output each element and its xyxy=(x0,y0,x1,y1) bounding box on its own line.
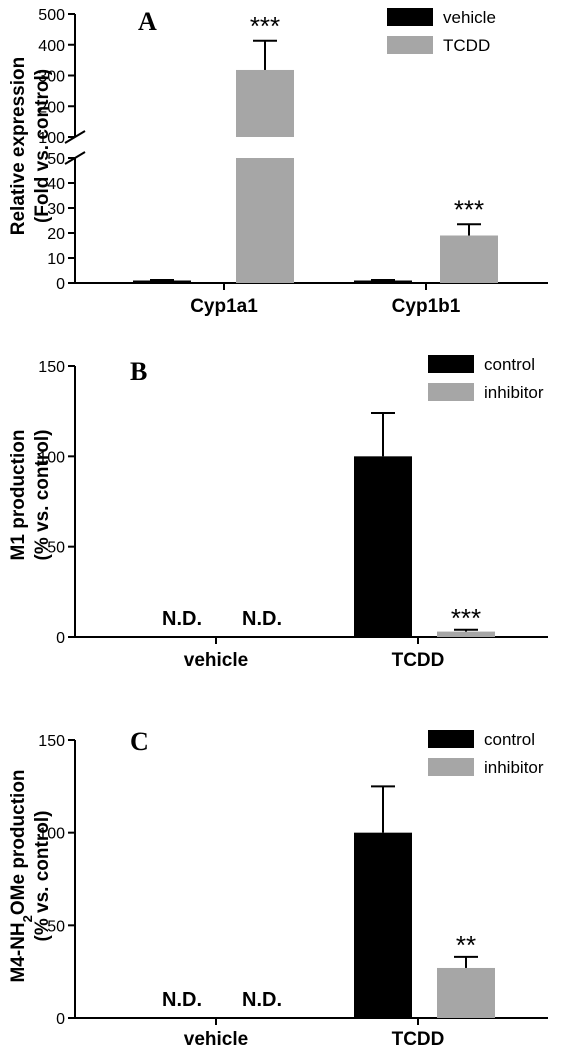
panel-b-legend-label-inhibitor: inhibitor xyxy=(484,383,544,402)
panel-a-y-tick-label: 10 xyxy=(47,251,65,268)
panel-b-ylabel-line2: (% vs. control) xyxy=(32,430,53,561)
panel-c-bar-inhibitor-TCDD xyxy=(437,967,495,1018)
panel-a-bar-TCDD-Cyp1a1 xyxy=(236,158,294,283)
panel-a-bar-vehicle-Cyp1b1 xyxy=(354,280,412,283)
panel-a-ylabel-line1: Relative expression xyxy=(8,57,29,235)
panel-b-nd-label: N.D. xyxy=(242,608,282,630)
panel-a-label: A xyxy=(138,7,157,36)
panel-c-y-tick-label: 0 xyxy=(56,1011,65,1028)
panel-a-y-tick-label: 400 xyxy=(38,38,65,55)
panel-a-y-tick-label: 30 xyxy=(47,201,65,218)
panel-c-ylabel-line1: M4-NH2OMe production xyxy=(8,769,35,982)
panel-b-legend-swatch-inhibitor xyxy=(428,383,474,401)
panel-a-y-tick-label: 200 xyxy=(38,99,65,116)
panel-c-nd-label: N.D. xyxy=(242,989,282,1011)
panel-a: A Relative expression (Fold vs. control)… xyxy=(8,7,548,317)
panel-b-ylabel-line1: M1 production xyxy=(8,430,29,561)
panel-a-significance-label: *** xyxy=(454,194,484,224)
panel-a-bar-vehicle-Cyp1a1 xyxy=(133,280,191,283)
panel-a-bar-TCDD-Cyp1a1-upper xyxy=(236,69,294,137)
panel-a-x-tick-label: Cyp1a1 xyxy=(190,296,258,317)
panel-b-label: B xyxy=(130,357,147,386)
panel-b-x-tick-label: vehicle xyxy=(184,650,248,671)
panel-a-y-tick-label: 50 xyxy=(47,151,65,168)
panel-b-plot: 0 50 100 150 vehicle TCDD N.D. N.D. *** control in… xyxy=(38,355,548,671)
panel-b-significance-label: *** xyxy=(451,603,481,633)
panel-b-y-tick-label: 50 xyxy=(47,540,65,557)
panel-a-y-tick-label: 500 xyxy=(38,7,65,24)
panel-c-label: C xyxy=(130,727,149,756)
panel-b: B M1 production (% vs. control) 0 50 100 15… xyxy=(8,355,548,671)
panel-c-legend-swatch-inhibitor xyxy=(428,758,474,776)
panel-a-plot: 0 10 20 30 40 50 100 200 300 400 500 Cyp1a1 Cyp1b1 **… xyxy=(38,7,548,317)
panel-c-y-tick-label: 50 xyxy=(47,918,65,935)
panel-b-x-tick-label: TCDD xyxy=(392,650,445,671)
panel-a-y-tick-label: 20 xyxy=(47,226,65,243)
panel-b-y-tick-label: 100 xyxy=(38,449,65,466)
panel-a-y-tick-label: 300 xyxy=(38,69,65,86)
panel-a-y-tick-label: 0 xyxy=(56,276,65,293)
panel-c: C M4-NH2OMe production (% vs. control) 0… xyxy=(8,727,548,1050)
panel-c-nd-label: N.D. xyxy=(162,989,202,1011)
panel-a-x-tick-label: Cyp1b1 xyxy=(392,296,461,317)
panel-b-bar-inhibitor-TCDD xyxy=(437,631,495,637)
panel-a-legend-label-TCDD: TCDD xyxy=(443,36,490,55)
panel-a-ylabel-line2: (Fold vs. control) xyxy=(32,69,53,223)
panel-b-y-tick-label: 150 xyxy=(38,359,65,376)
panel-a-legend-label-vehicle: vehicle xyxy=(443,8,496,27)
panel-a-legend-swatch-vehicle xyxy=(387,8,433,26)
panel-b-y-tick-label: 0 xyxy=(56,630,65,647)
panel-c-legend-label-control: control xyxy=(484,730,535,749)
panel-c-x-tick-label: TCDD xyxy=(392,1029,445,1050)
panel-b-legend-label-control: control xyxy=(484,355,535,374)
panel-b-bar-control-TCDD xyxy=(354,456,412,637)
panel-c-y-tick-label: 150 xyxy=(38,733,65,750)
panel-b-nd-label: N.D. xyxy=(162,608,202,630)
panel-c-significance-label: ** xyxy=(456,930,476,960)
panel-b-legend-swatch-control xyxy=(428,355,474,373)
panel-a-y-tick-label: 100 xyxy=(38,130,65,147)
panel-c-y-tick-label: 100 xyxy=(38,826,65,843)
panel-c-plot: 0 50 100 150 vehicle TCDD N.D. N.D. ** control inh… xyxy=(38,730,548,1050)
panel-c-legend-swatch-control xyxy=(428,730,474,748)
panel-c-ylabel-line2: (% vs. control) xyxy=(32,811,53,942)
panel-a-significance-label: *** xyxy=(250,11,280,41)
panel-a-y-tick-label: 40 xyxy=(47,176,65,193)
panel-a-legend-swatch-TCDD xyxy=(387,36,433,54)
panel-c-bar-control-TCDD xyxy=(354,832,412,1018)
panel-c-x-tick-label: vehicle xyxy=(184,1029,248,1050)
panel-c-legend-label-inhibitor: inhibitor xyxy=(484,758,544,777)
panel-a-bar-TCDD-Cyp1b1 xyxy=(440,235,498,283)
